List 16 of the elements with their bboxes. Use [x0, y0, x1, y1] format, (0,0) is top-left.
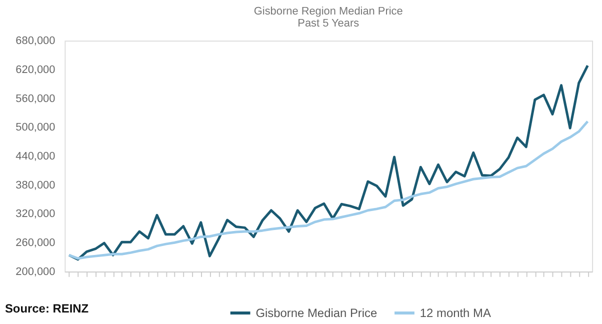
chart-subtitle: Past 5 Years	[298, 18, 360, 30]
y-tick-label: 680,000	[16, 35, 56, 48]
legend-label: 12 month MA	[420, 306, 491, 320]
y-tick-label: 320,000	[16, 208, 56, 220]
chart-title: Gisborne Region Median Price	[254, 6, 403, 18]
y-tick-label: 200,000	[16, 266, 56, 278]
line-series	[68, 64, 589, 261]
y-tick-label: 440,000	[16, 150, 56, 163]
y-tick-label: 500,000	[16, 122, 56, 134]
line-series	[68, 120, 589, 260]
y-tick-label: 620,000	[16, 64, 56, 76]
source-note: Source: REINZ	[4, 301, 89, 316]
y-tick-label: 260,000	[16, 237, 56, 250]
legend-label: Gisborne Median Price	[256, 306, 378, 320]
y-tick-label: 560,000	[16, 92, 56, 105]
y-tick-label: 380,000	[16, 179, 56, 192]
